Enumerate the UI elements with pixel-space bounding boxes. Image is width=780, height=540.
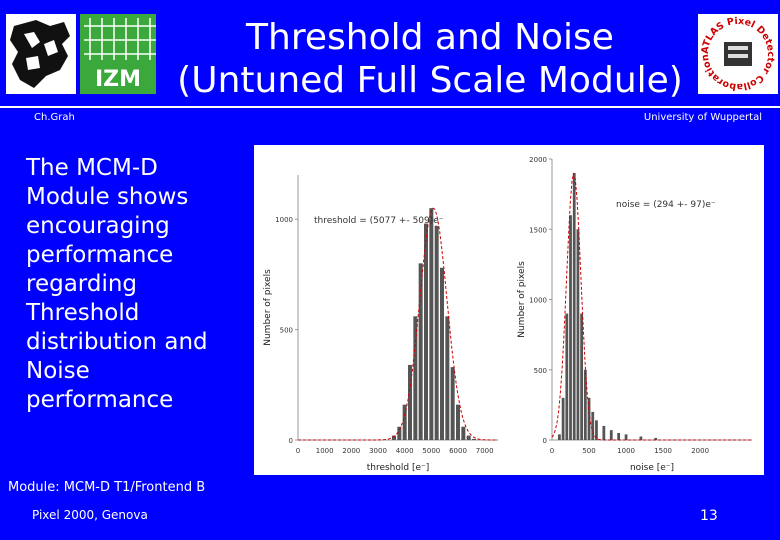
y-axis-label: Number of pixels: [263, 269, 273, 346]
fit-annotation: noise = (294 +- 97)e⁻: [616, 200, 716, 210]
x-tick-label: 3000: [369, 447, 387, 455]
wuppertal-logo: [6, 14, 76, 94]
x-tick-label: 2000: [691, 447, 709, 455]
histogram-bar: [558, 434, 561, 440]
histogram-bar: [580, 313, 584, 440]
body-text: The MCM-D Module shows encouraging perfo…: [26, 155, 208, 413]
histogram-1: 0 500 1000 1500 2000 0 500 1000 1500 2000 noise [e…: [517, 156, 752, 473]
fit-annotation: threshold = (5077 +- 509)e⁻: [314, 216, 444, 226]
histogram-0: 0 1000 2000 3000 4000 5000 6000 7000 0 500 1000 thr…: [263, 175, 498, 473]
histogram-bar: [602, 425, 606, 440]
fit-curve: [551, 172, 752, 441]
header: IZM Threshold and Noise (Untuned Full Sc…: [0, 0, 780, 108]
y-axis-label: Number of pixels: [517, 261, 527, 338]
author-label: Ch.Grah: [34, 112, 75, 123]
fit-curve: [298, 207, 498, 441]
histogram-bar: [576, 229, 580, 440]
histogram-bar: [617, 432, 621, 440]
histogram-bar: [624, 434, 628, 440]
histogram-bar: [456, 404, 460, 440]
x-tick-label: 0: [296, 447, 300, 455]
atlas-logo: ATLAS Pixel Detector Collaboration: [698, 14, 778, 94]
x-tick-label: 1000: [316, 447, 334, 455]
x-tick-label: 5000: [422, 447, 440, 455]
header-divider: [0, 106, 780, 108]
y-tick-label: 0: [289, 437, 293, 445]
histogram-bar: [429, 208, 434, 440]
histogram-bar: [461, 426, 466, 440]
histogram-bar: [572, 173, 576, 441]
x-tick-label: 6000: [449, 447, 467, 455]
x-axis-label: noise [e⁻]: [630, 463, 674, 473]
x-tick-label: 7000: [476, 447, 494, 455]
histogram-panel: 0 1000 2000 3000 4000 5000 6000 7000 0 500 1000 thr…: [254, 145, 764, 475]
y-tick-label: 2000: [529, 156, 547, 164]
title-line-2: (Untuned Full Scale Module): [177, 60, 683, 101]
histogram-bar: [440, 267, 444, 440]
title-line-1: Threshold and Noise: [246, 17, 614, 58]
histogram-bar: [654, 437, 658, 440]
page-title: Threshold and Noise (Untuned Full Scale …: [160, 16, 700, 102]
x-tick-label: 500: [582, 447, 595, 455]
x-tick-label: 0: [550, 447, 554, 455]
histogram-bar: [466, 435, 471, 440]
histogram-bar: [450, 367, 455, 440]
histograms-svg: 0 1000 2000 3000 4000 5000 6000 700005001000thr…: [263, 156, 752, 473]
histogram-bar: [408, 364, 412, 440]
histogram-bar: [569, 215, 572, 440]
histogram-bar: [565, 313, 569, 440]
histogram-bar: [595, 420, 598, 440]
histogram-bar: [591, 411, 595, 440]
page-number: 13: [700, 508, 718, 524]
histogram-bar: [587, 397, 591, 440]
histogram-bar: [397, 426, 402, 440]
histogram-bar: [445, 316, 450, 440]
histogram-bar: [413, 316, 418, 440]
y-tick-label: 1000: [529, 297, 547, 305]
y-tick-label: 500: [280, 327, 293, 335]
histogram-bar: [424, 223, 428, 440]
y-tick-label: 0: [543, 437, 547, 445]
footer-left: Pixel 2000, Genova: [32, 508, 148, 522]
x-tick-label: 2000: [342, 447, 360, 455]
histogram-bar: [472, 438, 476, 440]
y-tick-label: 1000: [275, 216, 293, 224]
histogram-bar: [402, 404, 407, 440]
histogram-bar: [561, 397, 565, 440]
histogram-bar: [392, 435, 396, 440]
izm-logo: IZM: [80, 14, 156, 94]
histogram-bar: [639, 436, 643, 440]
x-tick-label: 1500: [654, 447, 672, 455]
y-tick-label: 500: [534, 367, 547, 375]
y-tick-label: 1500: [529, 226, 547, 234]
x-tick-label: 1000: [617, 447, 635, 455]
izm-label: IZM: [95, 67, 141, 92]
x-tick-label: 4000: [396, 447, 414, 455]
histogram-bar: [418, 263, 423, 440]
module-label: Module: MCM-D T1/Frontend B: [8, 480, 206, 495]
x-axis-label: threshold [e⁻]: [367, 463, 430, 473]
histogram-bar: [434, 225, 439, 440]
histogram-bar: [583, 369, 587, 440]
affiliation-label: University of Wuppertal: [643, 112, 762, 123]
histogram-bar: [609, 430, 613, 440]
